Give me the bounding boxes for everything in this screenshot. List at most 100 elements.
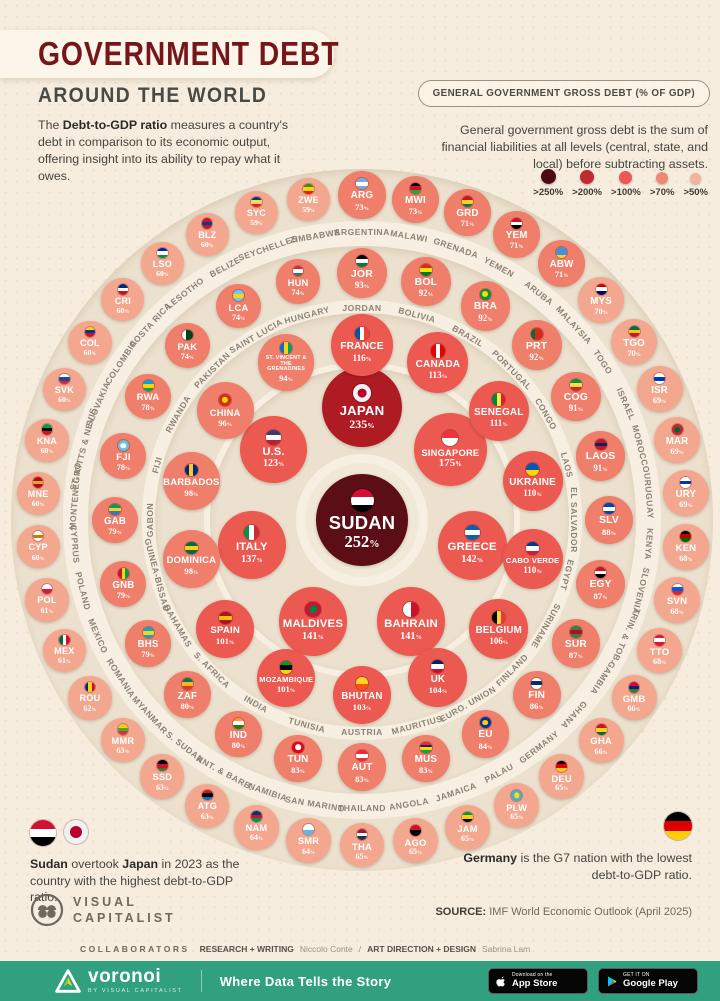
debt-value: 91% bbox=[593, 463, 608, 474]
debt-value: 80% bbox=[180, 701, 195, 711]
country-bubble: MALDIVES 141% bbox=[278, 587, 348, 657]
country-name: MOZAMBIQUE bbox=[259, 675, 314, 685]
debt-value: 93% bbox=[354, 280, 370, 291]
legend-label: >250% bbox=[533, 187, 564, 198]
country-bubble: BHUTAN 103% bbox=[332, 665, 392, 725]
flag-icon bbox=[628, 326, 640, 338]
flag-icon bbox=[157, 247, 168, 259]
country-bubble: SSD 63% bbox=[140, 754, 185, 799]
flag-icon bbox=[595, 283, 607, 295]
country-name: SLV bbox=[599, 515, 619, 527]
badge-store-name: Google Play bbox=[623, 977, 678, 989]
flag-icon bbox=[530, 327, 543, 340]
debt-value: 60% bbox=[201, 240, 214, 250]
country-bubble: NAM 64% bbox=[234, 805, 279, 850]
flag-icon bbox=[479, 716, 492, 729]
country-name: SYC bbox=[246, 208, 267, 219]
country-bubble: ZAF 80% bbox=[164, 671, 211, 718]
country-bubble: JAPAN 235% bbox=[321, 366, 403, 448]
legend-label: >70% bbox=[649, 187, 675, 198]
country-bubble: BARBADOS 98% bbox=[162, 452, 221, 510]
google-play-badge[interactable]: GET IT ON Google Play bbox=[598, 968, 698, 994]
debt-value: 62% bbox=[83, 703, 97, 713]
country-name: GAB bbox=[103, 515, 127, 527]
flag-icon bbox=[664, 812, 692, 840]
country-bubble: SUDAN 252% bbox=[316, 474, 408, 566]
badge-store-name: App Store bbox=[512, 977, 558, 989]
voronoi-bottom-bar: voronoi BY VISUAL CAPITALIST Where Data … bbox=[0, 961, 720, 1001]
flag-icon bbox=[431, 344, 445, 358]
country-name: FIN bbox=[528, 690, 546, 702]
country-name: ISR bbox=[651, 385, 668, 397]
flag-icon bbox=[420, 741, 432, 754]
flag-icon bbox=[492, 392, 506, 407]
debt-value: 141% bbox=[400, 630, 422, 642]
country-bubble: ROU 62% bbox=[68, 675, 112, 720]
country-name: KEN bbox=[675, 542, 697, 554]
flag-icon bbox=[350, 489, 374, 513]
country-name: MAR bbox=[665, 436, 689, 448]
callout-flags bbox=[457, 812, 692, 842]
country-bubble: ST. VINCENT & THE GRENADINES 94% bbox=[257, 333, 315, 391]
country-bubble: THA 65% bbox=[339, 822, 385, 868]
debt-value: 98% bbox=[184, 565, 199, 576]
country-bubble: TTO 68% bbox=[636, 627, 683, 674]
debt-value: 61% bbox=[58, 656, 71, 666]
country-name: EGY bbox=[589, 579, 612, 591]
country-bubble: AUT 83% bbox=[338, 743, 386, 791]
debt-value: 92% bbox=[529, 352, 544, 363]
country-bubble: UKRAINE 110% bbox=[502, 450, 563, 512]
flag-icon bbox=[356, 178, 368, 190]
debt-value: 78% bbox=[141, 403, 155, 413]
country-name: AUT bbox=[351, 762, 373, 774]
country-bubble: LCA 74% bbox=[216, 283, 261, 329]
flag-icon bbox=[569, 378, 582, 391]
debt-value: 84% bbox=[478, 740, 493, 751]
flag-icon bbox=[356, 829, 368, 841]
country-name: FRANCE bbox=[340, 341, 384, 353]
debt-value: 71% bbox=[509, 241, 524, 251]
country-name: SINGAPORE bbox=[421, 446, 480, 458]
debt-value: 92% bbox=[478, 313, 493, 324]
country-ring-label: AUSTRIA bbox=[341, 727, 383, 737]
country-name: MEX bbox=[54, 646, 75, 657]
country-bubble: BAHRAIN 141% bbox=[376, 587, 446, 657]
debt-value: 66% bbox=[627, 704, 641, 714]
country-bubble: HUN 74% bbox=[275, 259, 321, 304]
country-name: BHS bbox=[137, 639, 159, 651]
country-bubble: KNA 60% bbox=[25, 418, 69, 462]
intro-text: The Debt-to-GDP ratio measures a country… bbox=[38, 118, 289, 183]
country-bubble: CABO VERDE 110% bbox=[502, 528, 563, 590]
debt-value: 61% bbox=[40, 605, 54, 615]
country-name: SSD bbox=[152, 772, 173, 783]
country-bubble: SPAIN 101% bbox=[196, 600, 255, 659]
visual-capitalist-icon bbox=[30, 893, 64, 927]
debt-value: 111% bbox=[489, 418, 508, 429]
app-store-badge[interactable]: Download on the App Store bbox=[488, 968, 588, 994]
flag-icon bbox=[431, 659, 445, 673]
country-name: TUN bbox=[287, 754, 309, 766]
country-name: CRI bbox=[114, 295, 131, 306]
country-bubble: MOZAMBIQUE 101% bbox=[256, 648, 316, 707]
country-name: ZAF bbox=[177, 690, 198, 702]
collaborators-row: COLLABORATORS RESEARCH + WRITING Niccolo … bbox=[80, 944, 530, 954]
flag-icon bbox=[492, 611, 506, 625]
flag-icon bbox=[142, 380, 154, 392]
flag-icon bbox=[680, 477, 692, 489]
debt-value: 141% bbox=[302, 630, 324, 642]
flag-icon bbox=[556, 247, 568, 259]
flag-icon bbox=[109, 503, 121, 515]
flag-icon bbox=[157, 760, 168, 772]
debt-value: 88% bbox=[601, 526, 617, 537]
credit-person: Niccolo Conte bbox=[299, 944, 353, 954]
country-bubble: MNE 60% bbox=[16, 471, 60, 515]
debt-value: 94% bbox=[279, 372, 293, 383]
country-bubble: BOL 92% bbox=[401, 256, 451, 307]
country-bubble: GREECE 142% bbox=[437, 510, 507, 580]
country-name: SPAIN bbox=[210, 625, 240, 637]
flag-icon bbox=[594, 438, 607, 451]
country-name: BARBADOS bbox=[163, 477, 220, 489]
flag-icon bbox=[232, 717, 245, 729]
debt-value: 71% bbox=[554, 270, 569, 280]
